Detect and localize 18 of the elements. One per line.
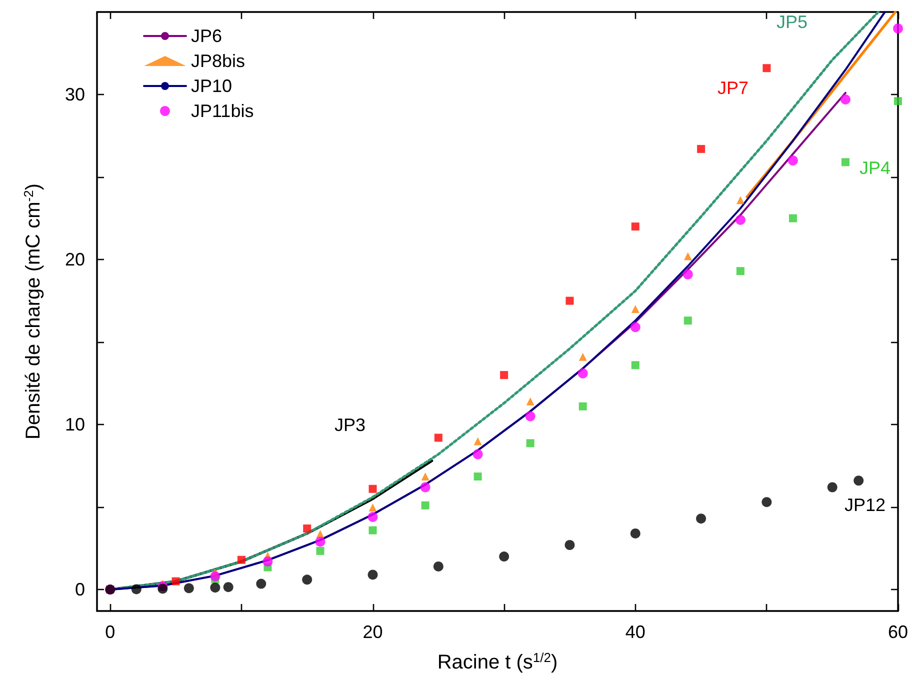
legend-label: JP8bis — [191, 51, 246, 71]
annotation: JP7 — [717, 78, 749, 98]
legend-label: JP11bis — [191, 101, 254, 121]
annotation: JP3 — [334, 415, 366, 435]
annotation: JP4 — [859, 158, 891, 178]
y-tick-label: 10 — [64, 414, 85, 435]
legend-label: JP6 — [191, 26, 222, 46]
x-tick-label: 40 — [625, 622, 646, 642]
legend-label: JP10 — [191, 76, 232, 96]
x-tick-label: 60 — [888, 622, 908, 642]
y-axis-title: Densité de charge (mC cm-2) — [21, 183, 44, 440]
annotation: JP12 — [844, 495, 886, 515]
annotation: JP5 — [776, 12, 808, 32]
y-tick-label: 0 — [74, 580, 85, 600]
y-tick-label: 20 — [64, 250, 85, 270]
y-tick-label: 30 — [64, 84, 85, 105]
x-tick-label: 0 — [105, 622, 116, 642]
x-tick-label: 20 — [362, 622, 383, 642]
